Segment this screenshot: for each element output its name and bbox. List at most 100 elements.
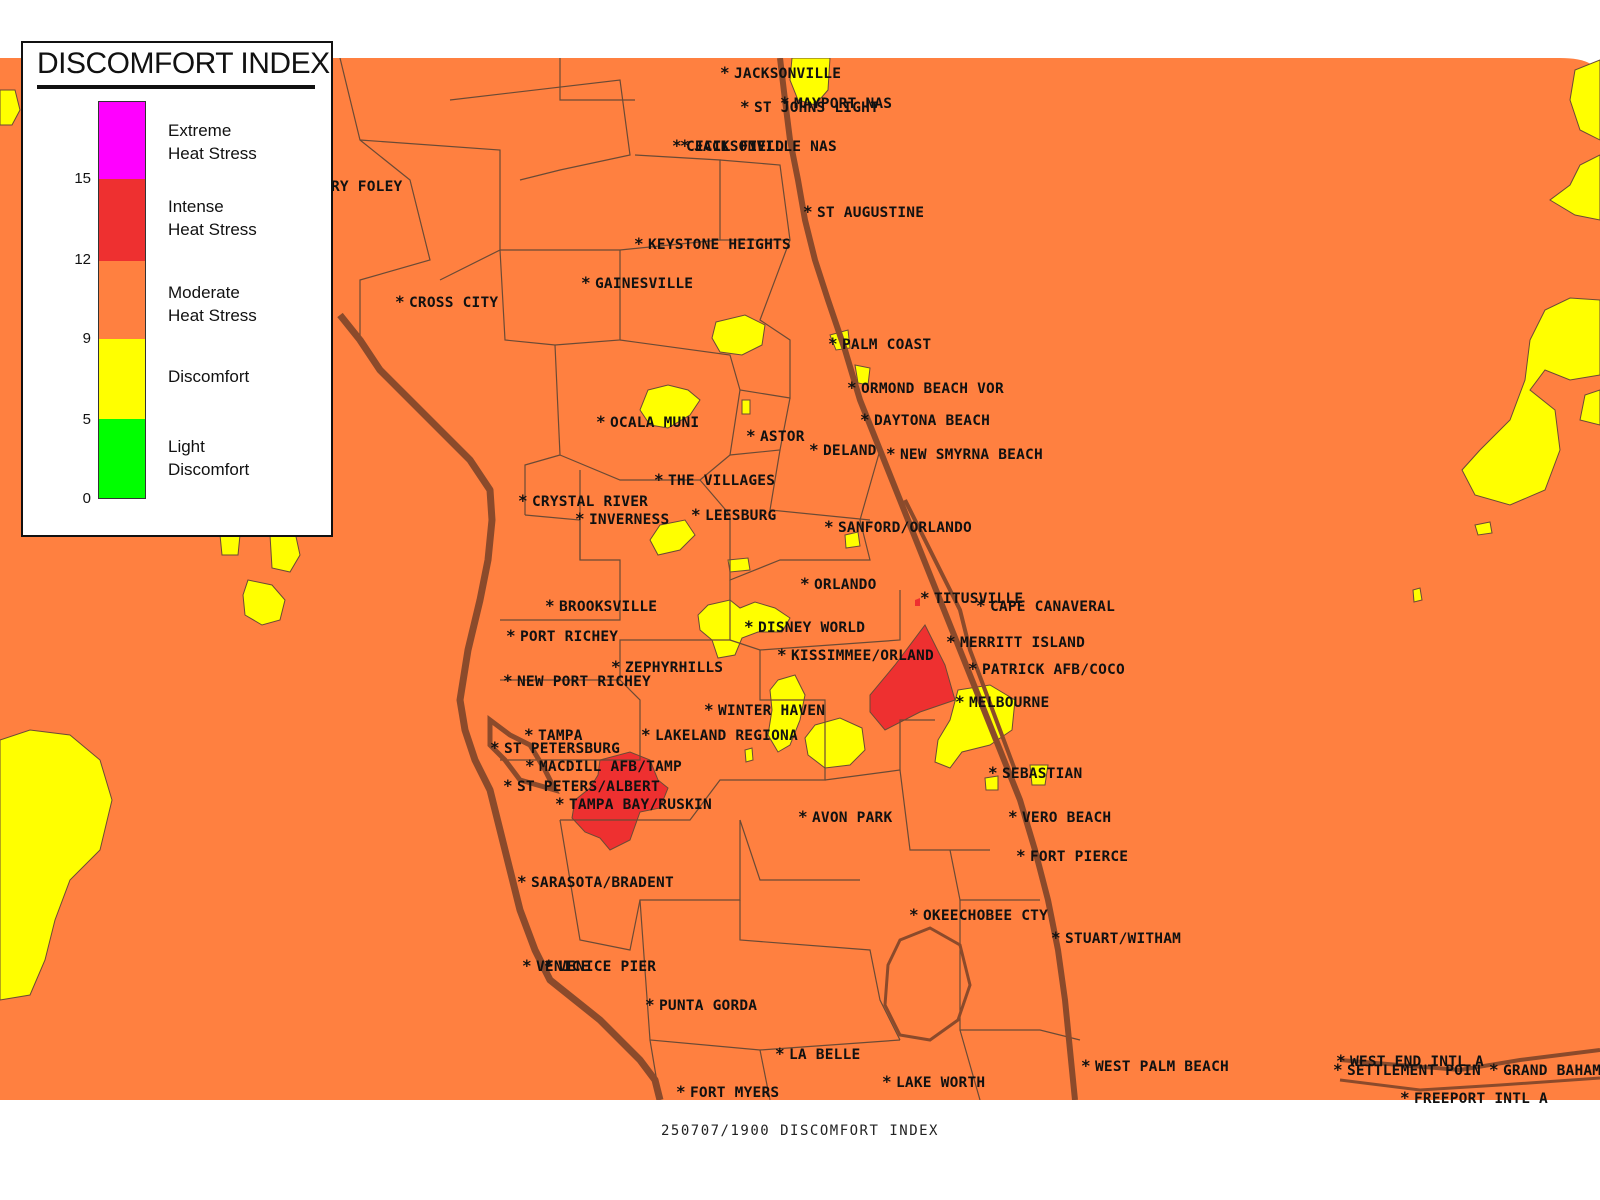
city-label: SANFORD/ORLANDO xyxy=(838,520,972,536)
svg-text:*: * xyxy=(544,956,554,975)
city-label: LEESBURG xyxy=(705,508,776,524)
city-label: PATRICK AFB/COCO xyxy=(982,662,1125,678)
city-label: OKEECHOBEE CTY xyxy=(923,908,1048,924)
legend-swatch-extreme xyxy=(98,101,146,179)
svg-text:*: * xyxy=(575,509,585,528)
grand-bahama-coast xyxy=(1339,1076,1600,1092)
legend-title-underline xyxy=(37,85,315,89)
city-label: MACDILL AFB/TAMP xyxy=(539,759,682,775)
map-footer-caption: 250707/1900 DISCOMFORT INDEX xyxy=(660,1123,939,1139)
svg-text:*: * xyxy=(824,517,834,536)
svg-text:*: * xyxy=(847,378,857,397)
discomfort-area-interior xyxy=(697,599,791,659)
city-labels: * JACKSONVILLE * ST JOHNS LIGHT * MAYPORT N… xyxy=(331,63,1600,1107)
svg-text:*: * xyxy=(860,410,870,429)
legend-label-discomfort: Discomfort xyxy=(168,367,250,386)
svg-text:*: * xyxy=(503,776,513,795)
city-label: OCALA MUNI xyxy=(610,415,699,431)
svg-text:*: * xyxy=(1008,807,1018,826)
svg-text:*: * xyxy=(611,657,621,676)
discomfort-area-gulf xyxy=(219,534,241,556)
discomfort-area-interior xyxy=(727,557,751,573)
legend-tick: 15 xyxy=(74,170,91,187)
discomfort-area-gulf xyxy=(242,579,286,626)
svg-text:*: * xyxy=(680,136,690,155)
svg-text:*: * xyxy=(704,700,714,719)
city-label: SETTLEMENT POIN xyxy=(1347,1063,1481,1079)
svg-text:*: * xyxy=(1081,1056,1091,1075)
legend-tick: 9 xyxy=(82,330,91,347)
svg-text:*: * xyxy=(490,738,500,757)
discomfort-area-atlantic xyxy=(1569,59,1600,141)
moderate-heat-stress-field xyxy=(0,58,1600,1100)
city-label: NEW PORT RICHEY xyxy=(517,674,651,690)
legend-swatch-intense xyxy=(98,179,146,261)
svg-text:*: * xyxy=(517,872,527,891)
legend-swatch-light xyxy=(98,419,146,499)
city-label: LA BELLE xyxy=(789,1047,860,1063)
svg-text:*: * xyxy=(955,692,965,711)
city-label: CAPE CANAVERAL xyxy=(990,599,1115,615)
svg-text:*: * xyxy=(645,995,655,1014)
city-label: KISSIMMEE/ORLAND xyxy=(791,648,934,664)
intense-heat-stress-area xyxy=(571,751,669,851)
city-label: SARASOTA/BRADENT xyxy=(531,875,674,891)
city-label: WEST END INTL A xyxy=(1350,1054,1484,1070)
discomfort-area-atlantic xyxy=(1579,389,1600,426)
city-label: TAMPA BAY/RUSKIN xyxy=(569,797,712,813)
legend-tick: 5 xyxy=(82,411,91,428)
svg-text:*: * xyxy=(800,574,810,593)
indian-river-lagoon xyxy=(903,499,1017,771)
svg-text:*: * xyxy=(641,725,651,744)
svg-text:*: * xyxy=(524,725,534,744)
svg-text:*: * xyxy=(909,905,919,924)
city-label: FREEPORT INTL A xyxy=(1414,1091,1548,1107)
svg-text:*: * xyxy=(968,659,978,678)
legend-label-intense: Intense Heat Stress xyxy=(168,197,257,239)
discomfort-area-interior xyxy=(1029,764,1049,786)
legend-tick: 12 xyxy=(74,251,91,268)
city-label: MERRITT ISLAND xyxy=(960,635,1085,651)
svg-text:*: * xyxy=(803,202,813,221)
svg-text:*: * xyxy=(1016,846,1026,865)
svg-text:*: * xyxy=(720,63,730,82)
svg-text:*: * xyxy=(744,617,754,636)
intense-heat-stress-area xyxy=(869,624,956,731)
svg-text:*: * xyxy=(1051,928,1061,947)
svg-text:*: * xyxy=(634,234,644,253)
discomfort-area-interior xyxy=(804,717,866,769)
city-label: PORT RICHEY xyxy=(520,629,618,645)
legend-label-light: Light Discomfort xyxy=(168,437,250,479)
svg-text:*: * xyxy=(395,292,405,311)
svg-text:*: * xyxy=(1336,1051,1346,1070)
lake-okeechobee xyxy=(883,926,972,1042)
svg-text:*: * xyxy=(746,426,756,445)
city-label: WEST PALM BEACH xyxy=(1095,1059,1229,1075)
legend-swatch-moderate xyxy=(98,261,146,339)
city-label: DISNEY WORLD xyxy=(758,620,865,636)
svg-text:*: * xyxy=(503,671,513,690)
svg-text:*: * xyxy=(654,470,664,489)
svg-text:*: * xyxy=(882,1072,892,1091)
city-label: LAKELAND REGIONA xyxy=(655,728,798,744)
svg-text:*: * xyxy=(828,334,838,353)
legend-title: DISCOMFORT INDEX xyxy=(37,47,330,80)
city-label: RY FOLEY xyxy=(331,179,403,195)
city-label: MAYPORT NAS xyxy=(794,96,892,112)
svg-text:*: * xyxy=(525,756,535,775)
city-label: BROOKSVILLE xyxy=(559,599,657,615)
florida-coastline xyxy=(337,312,664,1100)
city-label: JACKSONVILLE NAS xyxy=(694,139,837,155)
svg-text:*: * xyxy=(691,505,701,524)
discomfort-area-interior xyxy=(639,384,701,429)
city-label: NEW SMYRNA BEACH xyxy=(900,447,1043,463)
svg-text:*: * xyxy=(809,440,819,459)
city-label: ST AUGUSTINE xyxy=(817,205,924,221)
city-label: AVON PARK xyxy=(812,810,892,826)
city-label: ST PETERS/ALBERT xyxy=(517,779,660,795)
svg-text:*: * xyxy=(775,1044,785,1063)
city-label: ORLANDO xyxy=(814,577,877,593)
svg-text:*: * xyxy=(886,444,896,463)
svg-text:*: * xyxy=(518,491,528,510)
svg-text:*: * xyxy=(920,588,930,607)
